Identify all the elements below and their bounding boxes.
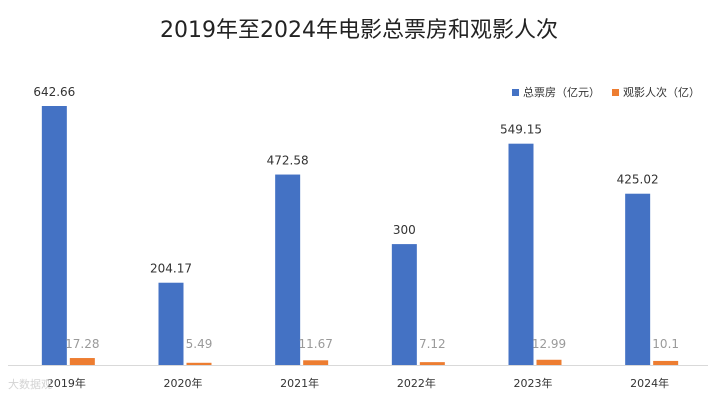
bar-box-office-4 xyxy=(508,143,534,365)
legend: 总票房（亿元） 观影人次（亿） xyxy=(512,84,700,100)
data-label-box-office-3: 300 xyxy=(393,223,416,237)
x-tick-label-3: 2022年 xyxy=(397,376,436,390)
bar-box-office-5 xyxy=(625,193,651,365)
x-tick-label-5: 2024年 xyxy=(630,376,669,390)
bar-box-office-1 xyxy=(158,282,184,365)
watermark: 大数据观 xyxy=(8,378,52,391)
bar-box-office-2 xyxy=(275,174,301,365)
bar-admissions-2 xyxy=(303,360,329,365)
data-label-admissions-1: 5.49 xyxy=(186,337,213,351)
bar-admissions-3 xyxy=(419,362,445,365)
legend-item-admissions: 观影人次（亿） xyxy=(612,84,700,100)
bar-admissions-5 xyxy=(653,360,679,365)
bar-admissions-1 xyxy=(186,362,212,365)
data-label-admissions-2: 11.67 xyxy=(298,337,332,351)
legend-label-admissions: 观影人次（亿） xyxy=(623,86,700,99)
data-label-admissions-3: 7.12 xyxy=(419,337,446,351)
legend-swatch-box-office xyxy=(512,88,519,96)
bar-box-office-0 xyxy=(41,106,67,365)
bar-box-office-3 xyxy=(391,244,417,365)
data-label-box-office-2: 472.58 xyxy=(267,154,309,168)
data-label-box-office-4: 549.15 xyxy=(500,123,542,137)
legend-swatch-admissions xyxy=(612,88,619,96)
bar-admissions-4 xyxy=(536,359,562,365)
data-label-admissions-4: 12.99 xyxy=(532,337,566,351)
data-label-admissions-5: 10.1 xyxy=(652,337,679,351)
legend-label-box-office: 总票房（亿元） xyxy=(523,86,600,99)
data-label-box-office-1: 204.17 xyxy=(150,262,192,276)
data-label-box-office-0: 642.66 xyxy=(33,85,75,99)
x-tick-label-0: 2019年 xyxy=(47,376,86,390)
x-tick-label-1: 2020年 xyxy=(164,376,203,390)
x-tick-label-4: 2023年 xyxy=(514,376,553,390)
bar-admissions-0 xyxy=(69,358,95,365)
x-tick-label-2: 2021年 xyxy=(280,376,319,390)
legend-item-box-office: 总票房（亿元） xyxy=(512,84,600,100)
data-label-admissions-0: 17.28 xyxy=(65,337,99,351)
chart-title: 2019年至2024年电影总票房和观影人次 xyxy=(160,18,558,43)
data-label-box-office-5: 425.02 xyxy=(617,173,659,187)
